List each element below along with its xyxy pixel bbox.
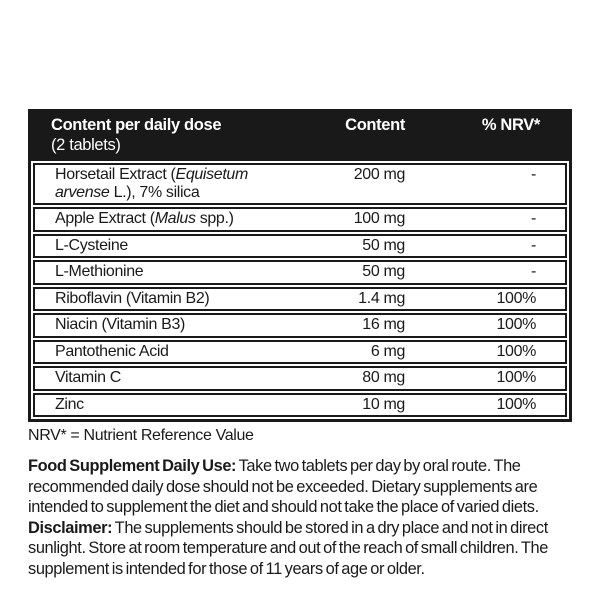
ingredient-name: Riboflavin (Vitamin B2) xyxy=(35,290,285,308)
ingredient-nrv-percent: - xyxy=(531,166,536,183)
ingredient-name-text: Zinc xyxy=(55,395,84,413)
paragraph-label: Food Supplement Daily Use: xyxy=(28,457,237,475)
table-row: Niacin (Vitamin B3) 16 mg 100% xyxy=(33,313,567,338)
ingredient-amount: 10 mg xyxy=(362,395,405,413)
table-row: Apple Extract (Malus spp.) 100 mg - xyxy=(33,207,567,232)
ingredient-amount: 50 mg xyxy=(362,263,405,280)
table-header-row: Content per daily dose (2 tablets) Conte… xyxy=(31,112,569,161)
ingredient-nrv-percent: 100% xyxy=(496,289,536,307)
ingredient-name: Vitamin C xyxy=(35,369,285,387)
header-col-nrv: % NRV* xyxy=(481,116,540,134)
ingredient-name: Zinc xyxy=(35,396,285,414)
header-col-name: Content per daily dose (2 tablets) xyxy=(31,116,285,155)
paragraph-text: Take two tablets per day by oral route. … xyxy=(28,457,539,517)
ingredient-amount: 200 mg xyxy=(353,166,406,183)
ingredient-name-text: Pantothenic Acid xyxy=(55,342,169,360)
table-row: L-Cysteine 50 mg - xyxy=(33,233,567,258)
ingredient-amount: 50 mg xyxy=(362,236,405,254)
ingredient-nrv-percent: - xyxy=(531,210,536,227)
ingredient-name: L-Methionine xyxy=(35,263,285,281)
ingredient-nrv-percent: 100% xyxy=(496,369,536,386)
header-name-line1: Content per daily dose xyxy=(51,116,222,134)
ingredient-name-text: Vitamin C xyxy=(55,369,121,386)
ingredient-amount: 16 mg xyxy=(362,316,405,333)
table-row: L-Methionine 50 mg - xyxy=(33,260,567,285)
ingredient-name-text: Niacin (Vitamin B3) xyxy=(55,316,185,333)
nrv-footnote: NRV* = Nutrient Reference Value xyxy=(28,427,254,444)
table-row: Pantothenic Acid 6 mg 100% xyxy=(33,339,567,364)
ingredient-nrv-percent: - xyxy=(531,236,536,254)
table-body: Horsetail Extract (Equisetum arvense L.)… xyxy=(31,161,569,419)
paragraph-text: The supplements should be stored in a dr… xyxy=(28,518,548,578)
ingredient-name: Pantothenic Acid xyxy=(35,343,285,361)
ingredient-nrv-percent: 100% xyxy=(496,395,536,413)
table-row: Zinc 10 mg 100% xyxy=(33,392,567,417)
ingredient-nrv-percent: - xyxy=(531,263,536,280)
ingredient-amount: 1.4 mg xyxy=(358,289,405,307)
ingredient-latin-name: Equisetum arvense xyxy=(55,166,248,201)
header-name-line2: (2 tablets) xyxy=(51,135,121,154)
table-row: Vitamin C 80 mg 100% xyxy=(33,366,567,391)
disclaimer-paragraph: Disclaimer: The supplements should be st… xyxy=(28,518,572,580)
ingredient-name: Apple Extract (Malus spp.) xyxy=(35,210,285,228)
ingredient-name-text: L-Cysteine xyxy=(55,236,128,254)
ingredient-name-text: Riboflavin (Vitamin B2) xyxy=(55,289,210,307)
ingredient-name: L-Cysteine xyxy=(35,237,285,255)
ingredient-name: Niacin (Vitamin B3) xyxy=(35,316,285,334)
info-paragraphs: Food Supplement Daily Use: Take two tabl… xyxy=(28,456,572,580)
ingredient-amount: 100 mg xyxy=(353,210,406,227)
paragraph-label: Disclaimer: xyxy=(28,518,113,537)
table-row: Horsetail Extract (Equisetum arvense L.)… xyxy=(33,163,567,205)
ingredient-amount: 6 mg xyxy=(370,342,406,360)
ingredient-nrv-percent: 100% xyxy=(496,316,536,333)
ingredient-name-text: L.), 7% silica xyxy=(109,183,200,201)
ingredient-name-text: Horsetail Extract ( xyxy=(55,166,176,183)
ingredient-name-text: Apple Extract ( xyxy=(55,210,155,227)
ingredient-nrv-percent: 100% xyxy=(496,342,536,360)
ingredient-name-text: L-Methionine xyxy=(55,263,144,280)
daily-use-paragraph: Food Supplement Daily Use: Take two tabl… xyxy=(28,456,572,518)
ingredient-name-text: spp.) xyxy=(195,210,234,227)
ingredient-name: Horsetail Extract (Equisetum arvense L.)… xyxy=(35,166,285,201)
table-row: Riboflavin (Vitamin B2) 1.4 mg 100% xyxy=(33,286,567,311)
header-col-content: Content xyxy=(345,116,405,134)
supplement-facts-table: Content per daily dose (2 tablets) Conte… xyxy=(28,109,572,422)
ingredient-amount: 80 mg xyxy=(362,369,405,386)
ingredient-latin-name: Malus xyxy=(154,210,196,227)
